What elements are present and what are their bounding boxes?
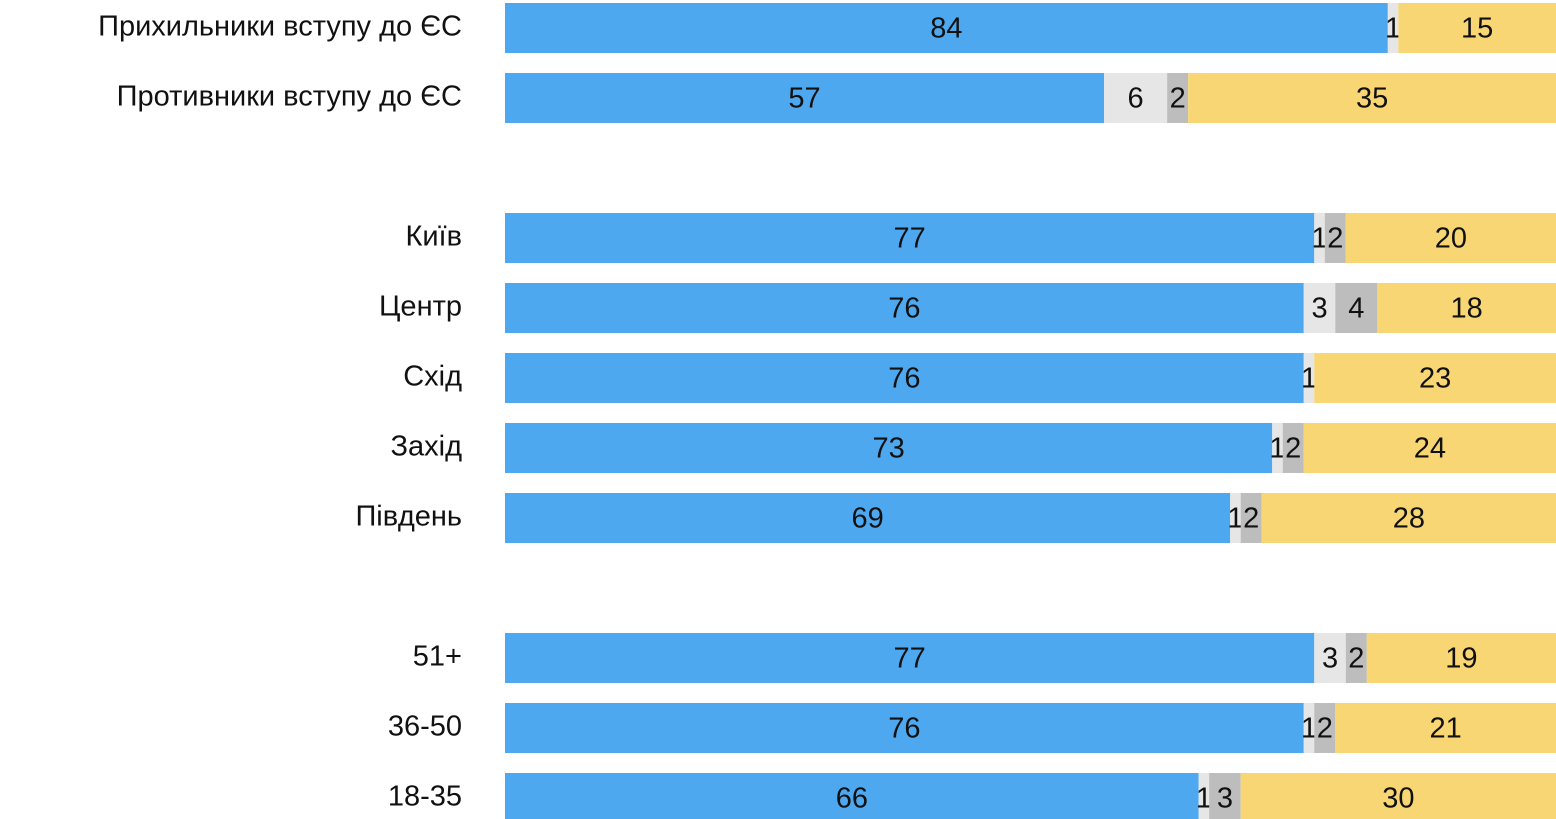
value-label: 1: [1269, 433, 1285, 465]
bar-segment: [505, 703, 1304, 753]
value-label: 6: [1128, 83, 1144, 115]
bar-segment: [1167, 73, 1189, 123]
value-label: 3: [1217, 783, 1233, 815]
value-label: 1: [1311, 223, 1327, 255]
bar-segment: [1240, 773, 1556, 819]
value-label: 76: [888, 713, 920, 745]
bar-segment: [505, 3, 1388, 53]
value-label: 4: [1348, 293, 1364, 325]
bar-segment: [1303, 283, 1336, 333]
value-label: 15: [1461, 13, 1493, 45]
bar-segment: [505, 73, 1105, 123]
bar-segment: [1377, 283, 1556, 333]
value-label: 84: [930, 13, 962, 45]
value-label: 1: [1196, 783, 1212, 815]
value-label: 1: [1301, 363, 1317, 395]
bar-segment: [1345, 633, 1367, 683]
value-label: 66: [836, 783, 868, 815]
bar-segment: [1335, 283, 1378, 333]
bar-segment: [1314, 213, 1325, 263]
category-label: 51+: [413, 641, 462, 673]
bar-segment: [1240, 493, 1262, 543]
value-label: 28: [1393, 503, 1425, 535]
bar-segment: [505, 773, 1199, 819]
bar-segment: [505, 213, 1315, 263]
value-label: 21: [1430, 713, 1462, 745]
bar-segment: [1303, 353, 1315, 403]
value-label: 2: [1317, 713, 1333, 745]
category-label: Київ: [405, 221, 462, 253]
value-label: 20: [1435, 223, 1467, 255]
bar-segment: [505, 493, 1231, 543]
bar-segment: [1314, 633, 1346, 683]
value-label: 35: [1356, 83, 1388, 115]
bar-segment: [1314, 353, 1556, 403]
bar-segment: [1345, 213, 1556, 263]
bar-segment: [505, 283, 1304, 333]
value-label: 3: [1311, 293, 1327, 325]
category-label: Центр: [379, 291, 462, 323]
value-label: 1: [1301, 713, 1317, 745]
value-label: 1: [1385, 13, 1401, 45]
category-label: Схід: [403, 361, 462, 393]
value-label: 69: [851, 503, 883, 535]
bar-segment: [505, 423, 1273, 473]
bar-segment: [1324, 213, 1346, 263]
bar-segment: [1261, 493, 1556, 543]
value-label: 2: [1285, 433, 1301, 465]
bar-segment: [1188, 73, 1556, 123]
bar-segment: [1398, 3, 1556, 53]
bar-segment: [1272, 423, 1283, 473]
value-label: 2: [1348, 643, 1364, 675]
category-label: Південь: [355, 501, 462, 533]
value-label: 2: [1170, 83, 1186, 115]
bar-segment: [1303, 423, 1556, 473]
value-label: 2: [1327, 223, 1343, 255]
value-label: 18: [1451, 293, 1483, 325]
value-label: 77: [894, 643, 926, 675]
bar-segment: [1198, 773, 1210, 819]
bar-segment: [1335, 703, 1556, 753]
category-label: Противники вступу до ЄС: [117, 81, 462, 113]
value-label: 24: [1414, 433, 1446, 465]
category-label: Захід: [390, 431, 462, 463]
bar-segment: [1282, 423, 1304, 473]
value-label: 57: [788, 83, 820, 115]
category-label: 18-35: [388, 781, 462, 813]
bar-segment: [1104, 73, 1168, 123]
value-label: 2: [1243, 503, 1259, 535]
value-label: 30: [1382, 783, 1414, 815]
value-label: 23: [1419, 363, 1451, 395]
bar-segment: [505, 633, 1315, 683]
bar-segment: [1314, 703, 1336, 753]
category-label: Прихильники вступу до ЄС: [98, 11, 462, 43]
bar-segment: [505, 353, 1304, 403]
value-label: 77: [894, 223, 926, 255]
value-label: 73: [872, 433, 904, 465]
bar-segment: [1387, 3, 1399, 53]
value-label: 19: [1445, 643, 1477, 675]
value-label: 3: [1322, 643, 1338, 675]
bar-segment: [1366, 633, 1556, 683]
value-label: 1: [1227, 503, 1243, 535]
value-label: 76: [888, 363, 920, 395]
value-label: 76: [888, 293, 920, 325]
bar-segment: [1209, 773, 1241, 819]
bar-segment: [1230, 493, 1241, 543]
category-label: 36-50: [388, 711, 462, 743]
bar-segment: [1303, 703, 1315, 753]
